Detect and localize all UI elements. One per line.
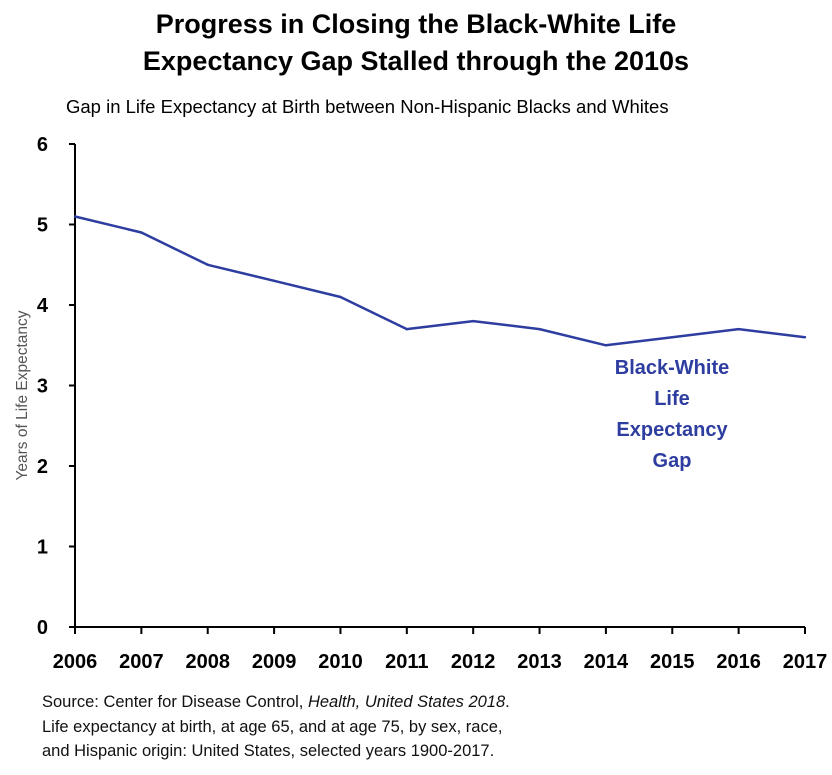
chart-subtitle: Gap in Life Expectancy at Birth between … [66, 96, 669, 117]
chart-title: Progress in Closing the Black-White Life… [0, 6, 832, 80]
x-tick-label: 2015 [650, 651, 695, 673]
chart-title-line-2: Expectancy Gap Stalled through the 2010s [142, 46, 690, 76]
series-label-line: Black-White [615, 357, 729, 379]
data-point [140, 231, 143, 234]
source-suffix: . [505, 693, 510, 711]
x-tick-label: 2010 [318, 651, 363, 673]
x-tick-label: 2009 [252, 651, 297, 673]
data-point [671, 336, 674, 339]
data-point [604, 344, 608, 347]
data-point [339, 295, 342, 299]
data-point [538, 327, 541, 331]
data-point [73, 215, 77, 218]
source-publication: Health, United States 2018 [307, 693, 506, 711]
x-tick-label: 2008 [185, 651, 230, 673]
x-tick-label: 2006 [53, 651, 98, 673]
data-point [803, 336, 807, 339]
source-line-1: Source: Center for Disease Control, Heal… [42, 690, 510, 715]
y-tick-label: 1 [37, 537, 48, 559]
chart-title-line-1: Progress in Closing the Black-White Life [155, 9, 677, 39]
data-point [737, 327, 740, 331]
data-point [471, 319, 475, 323]
data-point [405, 327, 409, 331]
x-tick-label: 2016 [716, 651, 761, 673]
x-tick-label: 2013 [517, 651, 562, 673]
series-label-line: Expectancy [616, 419, 728, 441]
x-tick-label: 2011 [385, 651, 428, 673]
y-tick-label: 4 [37, 295, 49, 317]
source-prefix: Source: Center for Disease Control, [42, 693, 308, 711]
data-point [272, 279, 276, 283]
y-tick-label: 3 [37, 376, 48, 398]
series-line [74, 215, 806, 347]
x-tick-label: 2007 [119, 651, 164, 673]
series-label-line: Gap [653, 450, 692, 472]
x-tick-label: 2017 [783, 651, 828, 673]
source-line-3: and Hispanic origin: United States, sele… [42, 742, 495, 760]
series-label-line: Life [654, 388, 690, 410]
y-axis-label: Years of Life Expectancy [14, 310, 31, 480]
data-point [206, 263, 209, 266]
source-note: Source: Center for Disease Control, Heal… [42, 690, 510, 764]
x-tick-label: 2014 [584, 651, 629, 673]
y-tick-label: 2 [37, 456, 48, 478]
y-tick-label: 0 [37, 617, 48, 639]
x-tick-label: 2012 [451, 651, 496, 673]
source-line-2: Life expectancy at birth, at age 65, and… [42, 717, 503, 736]
y-tick-label: 6 [37, 134, 48, 156]
y-tick-label: 5 [37, 215, 48, 237]
